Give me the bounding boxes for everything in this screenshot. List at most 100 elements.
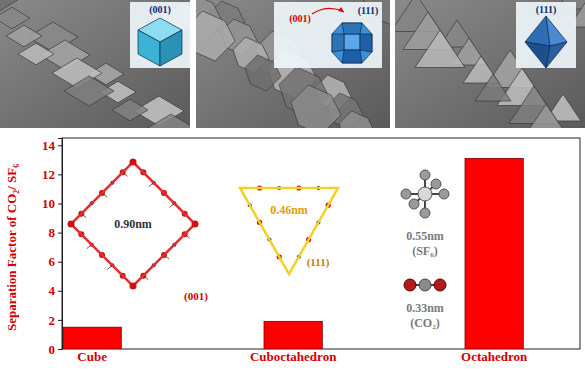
sem-facet	[339, 111, 375, 128]
atom	[420, 208, 430, 218]
cuboct-face	[360, 34, 372, 52]
y-tick: 6	[49, 254, 63, 269]
atom	[434, 279, 446, 291]
framework-atom	[130, 283, 137, 290]
inset: (111)	[516, 2, 576, 68]
y-tick-label: 10	[42, 196, 55, 211]
x-tick: Octahedron	[461, 349, 528, 364]
y-tick: 14	[42, 138, 62, 153]
y-tick-label: 2	[49, 313, 56, 328]
y-axis-line	[58, 139, 63, 350]
framework-atom	[192, 221, 199, 228]
y-axis: 0 2 4 6 8 10 12 14	[42, 138, 63, 357]
sem-facet	[18, 43, 54, 65]
atom	[420, 170, 430, 180]
annotation: (001)	[184, 290, 208, 303]
atom	[409, 199, 419, 209]
y-tick-label: 0	[49, 342, 56, 357]
annotation: (CO₂)	[410, 316, 440, 330]
framework-atom	[68, 221, 75, 228]
y-tick-mark	[58, 145, 62, 146]
annotation: 0.33nm	[406, 301, 444, 315]
inset: (001)	[130, 2, 190, 68]
x-tick: Cuboctahedron	[250, 349, 337, 364]
pore-outline	[71, 162, 195, 286]
y-tick-label: 8	[49, 225, 56, 240]
inset: (001) (111)	[274, 2, 382, 68]
y-tick: 10	[42, 196, 62, 211]
sem-panel	[196, 0, 390, 128]
inset-label: (111)	[358, 5, 379, 17]
sem-panels	[0, 0, 585, 147]
atom	[419, 279, 431, 291]
inset-arrow	[312, 8, 344, 14]
octa-face	[525, 42, 550, 68]
atom	[418, 187, 432, 201]
inset-background	[516, 2, 576, 68]
y-tick-label: 12	[42, 167, 55, 182]
bar	[465, 158, 523, 349]
sem-facet	[112, 99, 148, 121]
annotation: (111)	[307, 256, 330, 269]
y-tick: 8	[49, 225, 63, 240]
y-tick-mark	[58, 203, 62, 204]
inset-label: (001)	[289, 13, 311, 25]
octa-face	[546, 42, 567, 68]
sem-facet	[196, 11, 235, 61]
framework-atom	[130, 159, 137, 166]
x-tick-label: Cuboctahedron	[250, 349, 337, 364]
cuboct-face	[342, 23, 362, 34]
bars	[63, 158, 523, 349]
y-tick-mark	[58, 262, 62, 263]
cube-face	[138, 30, 160, 66]
cuboct-face	[342, 50, 362, 63]
y-tick-mark	[58, 174, 62, 175]
sem-facet	[64, 76, 114, 106]
atom	[431, 179, 441, 189]
inset-label: (001)	[149, 4, 171, 16]
y-tick-mark	[58, 291, 62, 292]
annotation: 0.46nm	[270, 203, 308, 217]
y-tick-label: 4	[49, 283, 56, 298]
sem-facet	[291, 85, 341, 128]
cube-face	[160, 30, 182, 66]
annotation: 0.55nm	[406, 229, 444, 243]
sem-facet	[521, 104, 571, 128]
sem-facet	[415, 30, 465, 68]
annotation: (SF₆)	[412, 244, 438, 258]
atom	[439, 189, 449, 199]
x-tick: Cube	[77, 349, 107, 364]
y-tick-mark	[58, 233, 62, 234]
inset-background	[274, 2, 382, 68]
inset-background	[130, 2, 190, 68]
sem-panel	[395, 0, 585, 128]
cuboct-face	[332, 23, 372, 63]
cuboct-face	[332, 34, 344, 52]
sem-panel	[0, 0, 190, 128]
sem-background	[395, 0, 585, 128]
figure: (001) (001) (111) (111) 0.90nm (001) 0.46nm (11…	[0, 0, 585, 370]
x-tick-label: Cube	[77, 349, 107, 364]
annotation: 0.90nm	[114, 217, 152, 231]
atom	[404, 279, 416, 291]
atom	[401, 189, 411, 199]
x-tick-label: Octahedron	[461, 349, 528, 364]
y-tick: 0	[49, 342, 63, 357]
plot-frame	[62, 138, 580, 349]
octa-face	[546, 16, 567, 46]
y-tick-mark	[58, 320, 62, 321]
inset-arrow-head	[338, 7, 344, 12]
inset-label: (111)	[536, 4, 557, 16]
y-tick: 12	[42, 167, 62, 182]
bar	[63, 327, 121, 349]
y-axis-title: Separation Factor of CO₂/ SF₆	[4, 164, 19, 331]
y-tick-mark	[58, 349, 62, 350]
annotations: 0.90nm (001) 0.46nm (111) 0.55nm(SF₆) 0.33nm(…	[68, 159, 450, 331]
bar	[264, 321, 322, 349]
sem-facet	[0, 7, 30, 29]
y-tick-label: 14	[42, 138, 56, 153]
y-tick: 4	[49, 283, 63, 298]
x-axis: Cube Cuboctahedron Octahedron	[77, 349, 528, 364]
y-tick: 2	[49, 313, 63, 328]
sem-facet	[475, 74, 511, 101]
